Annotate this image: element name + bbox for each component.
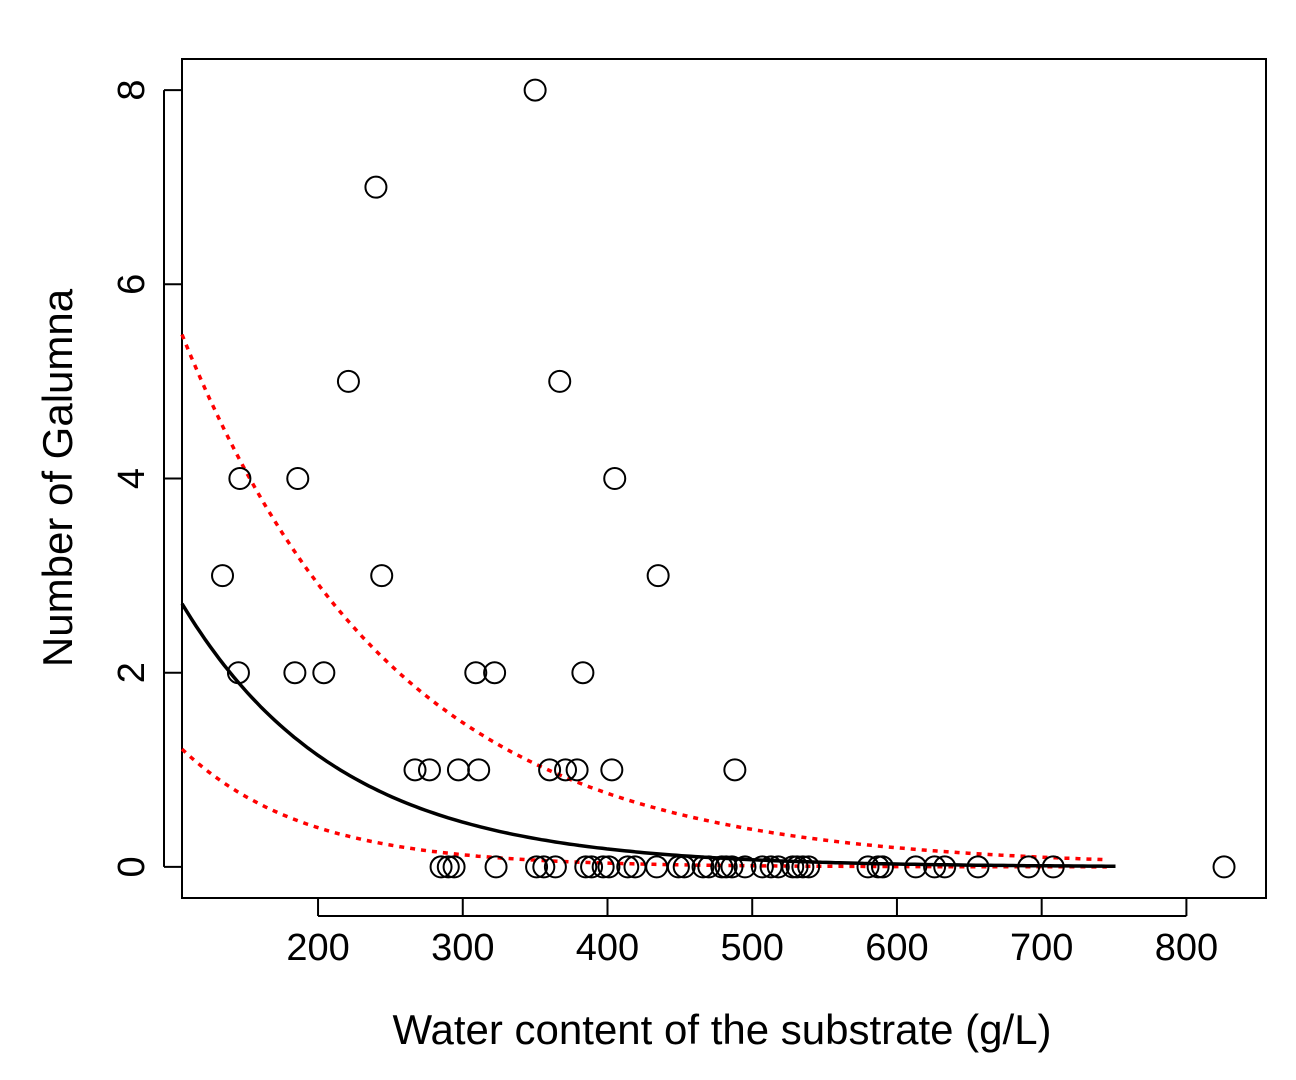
data-point [429, 855, 453, 879]
ci-upper-line [180, 333, 1107, 862]
data-point [483, 661, 507, 685]
data-point [1017, 855, 1041, 879]
data-point [364, 175, 388, 199]
data-point [733, 855, 757, 879]
fit-layer [180, 333, 1116, 869]
data-point [966, 855, 990, 879]
x-tick-label: 400 [576, 927, 639, 969]
data-point [646, 564, 670, 588]
data-point [370, 564, 394, 588]
data-point [525, 855, 549, 879]
x-axis-title: Water content of the substrate (g/L) [392, 1006, 1051, 1053]
data-point [714, 855, 738, 879]
y-tick-label: 6 [111, 274, 153, 295]
data-point [691, 855, 715, 879]
data-point [666, 855, 690, 879]
y-axis-title: Number of Galumna [34, 288, 81, 667]
data-point [1041, 855, 1065, 879]
data-point [791, 855, 815, 879]
data-point [336, 369, 360, 393]
y-axis: 0 2 4 6 8 [111, 80, 182, 877]
data-point [580, 855, 604, 879]
data-point [532, 855, 556, 879]
y-tick-label: 8 [111, 80, 153, 101]
data-point [574, 855, 598, 879]
data-point [548, 369, 572, 393]
data-point [523, 78, 547, 102]
data-point [312, 661, 336, 685]
data-point [697, 855, 721, 879]
data-point [1212, 855, 1236, 879]
x-tick-label: 500 [721, 927, 784, 969]
x-tick-label: 700 [1010, 927, 1073, 969]
data-point [645, 855, 669, 879]
data-point [543, 855, 567, 879]
data-point [467, 758, 491, 782]
y-tick-label: 4 [111, 468, 153, 489]
data-point [723, 758, 747, 782]
data-point [597, 855, 621, 879]
x-tick-label: 600 [865, 927, 928, 969]
data-point [436, 855, 460, 879]
x-tick-label: 200 [286, 927, 349, 969]
data-point [446, 758, 470, 782]
data-point [283, 661, 307, 685]
data-point [616, 855, 640, 879]
data-point [464, 661, 488, 685]
data-point [870, 855, 894, 879]
data-point [211, 564, 235, 588]
data-point [785, 855, 809, 879]
ci-lower-line [180, 747, 1107, 869]
data-point [538, 758, 562, 782]
data-point [591, 855, 615, 879]
y-tick-label: 0 [111, 856, 153, 877]
data-point [923, 855, 947, 879]
data-point [571, 661, 595, 685]
x-tick-label: 300 [431, 927, 494, 969]
data-point [933, 855, 957, 879]
fitted-line [180, 602, 1116, 868]
data-point [720, 855, 744, 879]
data-point [904, 855, 928, 879]
y-tick-label: 2 [111, 662, 153, 683]
data-point [603, 467, 627, 490]
data-point [228, 467, 252, 490]
data-point [672, 855, 696, 879]
data-point [797, 855, 821, 879]
data-point [286, 467, 310, 490]
data-point [417, 758, 441, 782]
x-tick-label: 800 [1155, 927, 1218, 969]
data-point [856, 855, 880, 879]
data-point [750, 855, 774, 879]
data-point [600, 758, 624, 782]
data-point [484, 855, 508, 879]
data-point [565, 758, 589, 782]
points-layer [211, 78, 1236, 879]
data-point [442, 855, 466, 879]
data-point [226, 661, 250, 685]
data-point [554, 758, 578, 782]
data-point [766, 855, 790, 879]
data-point [403, 758, 427, 782]
x-axis: 200 300 400 500 600 700 800 [286, 898, 1218, 969]
